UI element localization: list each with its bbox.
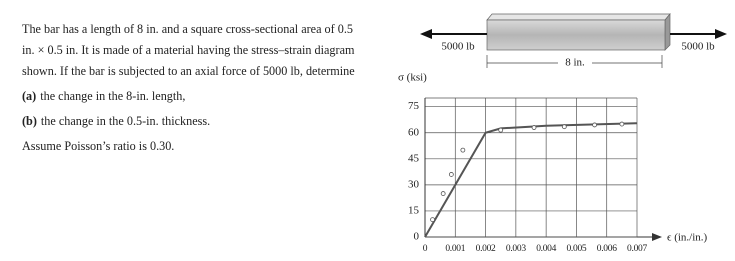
y-axis-label: σ (ksi) [398,72,427,84]
data-point [619,121,625,127]
data-point [448,172,454,177]
data-point [498,127,504,133]
x-tick-label: 0.001 [445,244,465,254]
x-tick-label: 0.007 [627,244,647,254]
x-tick-label: 0.006 [597,244,617,254]
y-tick-label: 30 [408,178,420,190]
y-tick-label: 45 [408,152,420,164]
length-label: 8 in. [565,57,585,69]
x-tick-label: 0.005 [566,244,586,254]
bar-side [664,13,671,51]
x-tick-label: 0.003 [506,244,526,254]
x-tick-label: 0 [423,244,428,254]
y-tick-label: 15 [408,204,420,216]
y-tick-label: 75 [408,100,420,112]
data-point [460,147,466,153]
data-point [531,125,537,130]
data-point [440,191,446,196]
force-label: 5000 lb [681,41,715,53]
statement: The bar has a length of 8 in. and a squa… [22,22,355,78]
x-axis-label: ϵ (in./in.) [667,232,708,244]
stress-strain-curve [424,122,638,238]
data-point [430,217,435,223]
part-label: (a) [22,89,37,103]
data-point [592,122,597,128]
part: (a) the change in the 8-in. length, [22,86,367,107]
data-point [561,124,567,130]
x-tick-label: 0.004 [536,244,556,254]
bar [486,19,666,51]
part-text: the change in the 0.5-in. thickness. [40,114,211,128]
force-label: 5000 lb [441,41,475,53]
part: (b) the change in the 0.5-in. thickness. [22,111,367,132]
y-tick-label: 60 [408,126,420,138]
bar-top [486,13,671,21]
arrow-head [420,29,432,39]
x-tick-label: 0.002 [476,244,496,254]
arrow-head [652,233,662,241]
y-tick-label: 0 [414,231,420,243]
part-label: (b) [22,114,37,128]
arrow-head [715,29,727,39]
problem-text: The bar has a length of 8 in. and a squa… [22,19,367,157]
part-text: the change in the 8-in. length, [40,89,186,103]
note: Assume Poisson’s ratio is 0.30. [22,139,175,153]
